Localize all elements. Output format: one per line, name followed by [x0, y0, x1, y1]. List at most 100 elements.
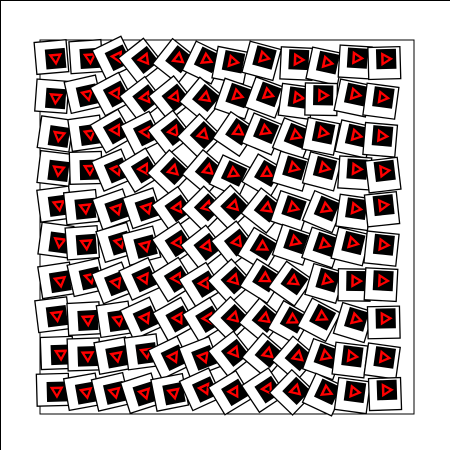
- triangle-inner: [235, 127, 242, 134]
- triangle-inner: [84, 92, 91, 98]
- triangle-inner: [142, 315, 148, 321]
- triangle-inner: [324, 59, 331, 66]
- triangle-inner: [353, 132, 360, 138]
- tile: [332, 301, 375, 344]
- triangle-inner: [56, 239, 63, 246]
- triangle-inner: [295, 94, 302, 101]
- tile: [120, 225, 162, 267]
- tile: [211, 45, 251, 85]
- tile: [367, 45, 402, 81]
- tile: [62, 188, 100, 226]
- triangle-inner: [141, 390, 148, 397]
- triangle-inner: [203, 56, 210, 62]
- triangle-inner: [262, 274, 269, 281]
- triangle-inner: [383, 315, 389, 322]
- triangle-inner: [318, 313, 325, 319]
- triangle-inner: [203, 242, 210, 249]
- triangle-inner: [383, 56, 389, 63]
- tile: [207, 369, 254, 416]
- triangle-inner: [321, 240, 328, 247]
- tile: [301, 151, 343, 192]
- tile: [150, 372, 190, 412]
- tile: [305, 46, 345, 86]
- triangle-inner: [289, 316, 296, 322]
- triangle-inner: [142, 243, 148, 250]
- triangle-inner: [112, 127, 118, 133]
- triangle-inner: [381, 241, 387, 248]
- tile: [208, 154, 253, 199]
- triangle-inner: [55, 202, 62, 209]
- triangle-inner: [84, 353, 91, 359]
- triangle-inner: [264, 385, 270, 392]
- tile: [236, 226, 283, 273]
- tile: [364, 156, 402, 194]
- triangle-inner: [353, 315, 359, 322]
- triangle-inner: [140, 275, 147, 282]
- triangle-inner: [175, 315, 181, 322]
- triangle-inner: [230, 202, 237, 209]
- triangle-inner: [115, 317, 122, 324]
- triangle-inner: [323, 204, 330, 211]
- triangle-inner: [380, 277, 386, 284]
- tile: [304, 82, 339, 117]
- triangle-inner: [174, 239, 180, 246]
- tile: [363, 230, 400, 267]
- triangle-inner: [349, 353, 355, 359]
- tile: [244, 76, 287, 119]
- triangle-inner: [86, 131, 93, 138]
- triangle-inner: [112, 90, 118, 97]
- triangle-inner: [290, 204, 297, 210]
- triangle-inner: [262, 127, 269, 133]
- tile: [366, 305, 401, 340]
- triangle-inner: [323, 352, 329, 359]
- triangle-inner: [175, 55, 182, 61]
- triangle-inner: [380, 202, 387, 209]
- triangle-inner: [57, 352, 64, 358]
- tile: [118, 256, 163, 302]
- tile: [363, 190, 401, 228]
- triangle-inner: [230, 276, 237, 283]
- triangle-inner: [82, 205, 89, 212]
- triangle-inner: [290, 277, 297, 283]
- triangle-inner: [350, 239, 356, 246]
- triangle-inner: [264, 169, 270, 175]
- triangle-inner: [320, 92, 326, 99]
- triangle-inner: [113, 279, 119, 286]
- triangle-inner: [142, 94, 148, 101]
- tile: [362, 82, 400, 120]
- tile: [333, 78, 373, 118]
- tile: [207, 330, 254, 378]
- triangle-inner: [200, 131, 206, 137]
- triangle-inner: [170, 390, 177, 397]
- triangle-inner: [200, 354, 206, 361]
- triangle-inner: [261, 53, 267, 60]
- triangle-inner: [353, 277, 359, 284]
- triangle-inner: [170, 128, 177, 134]
- tile: [146, 148, 194, 197]
- tile: [213, 77, 257, 120]
- triangle-inner: [234, 238, 240, 245]
- tile: [279, 46, 315, 82]
- triangle-inner: [380, 94, 386, 101]
- triangle-inner: [113, 206, 120, 213]
- triangle-inner: [261, 314, 268, 321]
- tile: [178, 367, 223, 412]
- triangle-inner: [296, 56, 302, 63]
- triangle-inner: [201, 385, 207, 392]
- tile: [296, 297, 342, 343]
- triangle-inner: [294, 353, 301, 359]
- tile: [93, 336, 132, 376]
- triangle-inner: [116, 239, 123, 246]
- tile: [333, 376, 372, 415]
- tile: [150, 256, 197, 303]
- tile: [147, 335, 192, 380]
- tile: [117, 37, 165, 85]
- triangle-inner: [323, 388, 330, 394]
- triangle-inner: [170, 354, 176, 360]
- triangle-inner: [205, 166, 211, 173]
- tile: [119, 372, 162, 415]
- triangle-inner: [293, 131, 300, 138]
- triangle-inner: [264, 349, 271, 356]
- triangle-inner: [53, 313, 60, 319]
- triangle-inner: [230, 58, 236, 65]
